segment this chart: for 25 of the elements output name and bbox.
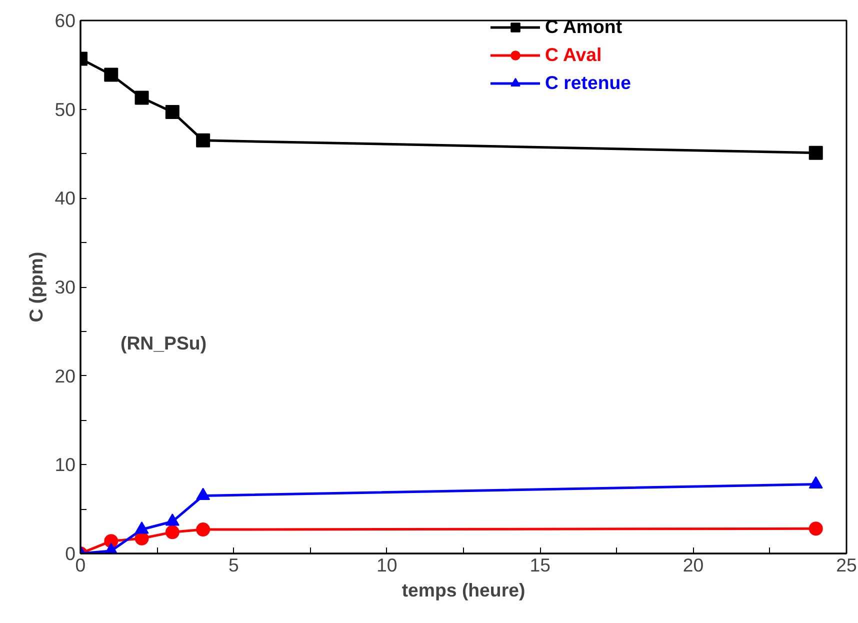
- legend-label: C Aval: [545, 44, 602, 66]
- y-tick-label: 20: [54, 365, 76, 386]
- x-tick-label: 10: [376, 554, 398, 576]
- y-tick-label: 40: [54, 188, 76, 209]
- point: [196, 133, 210, 148]
- point: [134, 90, 149, 105]
- annotation: (RN_PSu): [120, 332, 207, 354]
- y-axis-title: C (ppm): [26, 252, 47, 322]
- y-tick-label: 30: [54, 276, 76, 298]
- point: [104, 68, 118, 82]
- point: [808, 476, 823, 488]
- point: [196, 488, 210, 500]
- x-axis-title: temps (heure): [402, 580, 526, 600]
- legend-label: C retenue: [545, 72, 632, 94]
- x-tick-label: 25: [836, 554, 857, 576]
- point: [134, 522, 149, 534]
- x-tick-label: 5: [228, 554, 239, 576]
- point: [808, 146, 823, 160]
- point: [165, 105, 180, 119]
- y-tick-label: 10: [54, 454, 76, 476]
- y-tick-label: 50: [54, 98, 76, 120]
- y-tick-label: 60: [54, 10, 76, 31]
- point: [165, 514, 180, 526]
- x-tick-label: 15: [530, 554, 550, 576]
- x-tick-label: 20: [682, 554, 704, 576]
